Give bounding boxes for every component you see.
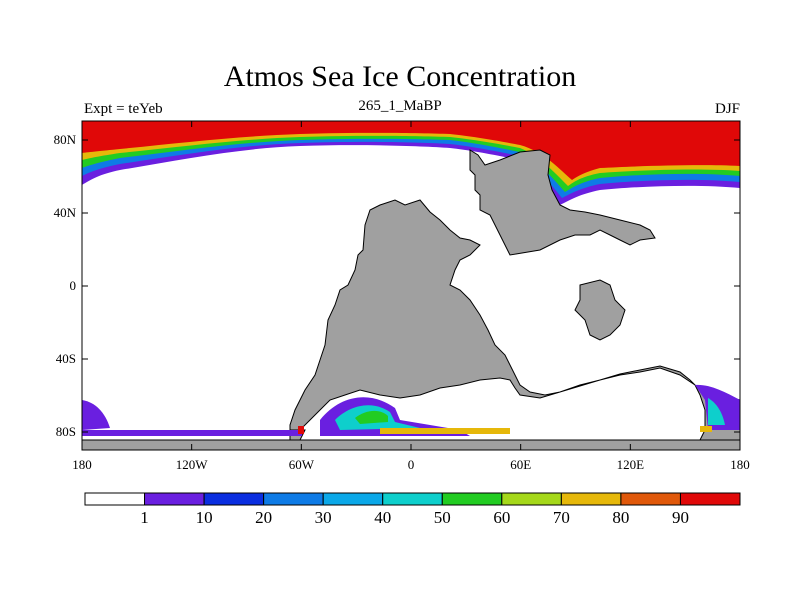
- colorbar-label: 90: [672, 508, 689, 527]
- colorbar-swatch: [84, 492, 146, 506]
- y-tick-label: 80S: [56, 424, 76, 439]
- y-tick-label: 40N: [54, 205, 77, 220]
- colorbar-label: 1: [140, 508, 149, 527]
- y-axis: 80N 40N 0 40S 80S: [54, 132, 740, 439]
- x-axis: 180 120W 60W 0 60E 120E 180: [72, 121, 750, 472]
- colorbar-label: 50: [434, 508, 451, 527]
- y-tick-label: 40S: [56, 351, 76, 366]
- land-island-small: [574, 279, 626, 341]
- x-tick-label: 0: [408, 457, 415, 472]
- colorbar-swatch: [679, 492, 741, 506]
- y-tick-label: 80N: [54, 132, 77, 147]
- colorbar-label: 20: [255, 508, 272, 527]
- run-label: 265_1_MaBP: [358, 98, 442, 114]
- x-tick-label: 120W: [176, 457, 209, 472]
- colorbar-swatch: [263, 492, 324, 506]
- colorbar-label: 30: [315, 508, 332, 527]
- y-tick-label: 0: [70, 278, 77, 293]
- colorbar-swatch: [322, 492, 384, 506]
- continent-americas-africa: [82, 149, 740, 450]
- colorbar-label: 60: [493, 508, 510, 527]
- weddell-ice-yellow: [380, 428, 510, 434]
- season-label: DJF: [714, 101, 740, 117]
- colorbar-swatch: [203, 492, 265, 506]
- colorbar-label: 80: [612, 508, 629, 527]
- pacific-ice-east-yellow: [700, 426, 712, 432]
- colorbar-swatch: [144, 492, 205, 506]
- colorbar-swatch: [441, 492, 503, 506]
- x-tick-label: 180: [730, 457, 750, 472]
- weddell-ice-green: [355, 410, 388, 424]
- experiment-label: Expt = teYeb: [84, 101, 163, 117]
- antarctic-ice: [82, 384, 740, 436]
- arctic-ice-red: [82, 121, 740, 180]
- colorbar-swatch: [382, 492, 443, 506]
- colorbar-legend: 1 10 20 30 40 50 60 70 80 90: [84, 492, 741, 527]
- colorbar-swatch: [560, 492, 622, 506]
- southern-ice-west-purple: [82, 400, 110, 430]
- map-plot-area: [82, 121, 740, 450]
- colorbar-label: 70: [553, 508, 570, 527]
- weddell-ice-red-spot: [298, 426, 304, 434]
- x-tick-label: 180: [72, 457, 92, 472]
- x-tick-label: 120E: [617, 457, 645, 472]
- x-tick-label: 60W: [289, 457, 315, 472]
- colorbar-label: 10: [196, 508, 213, 527]
- southern-ice-strip-purple: [82, 430, 302, 436]
- colorbar-label: 40: [374, 508, 391, 527]
- colorbar-swatch: [620, 492, 681, 506]
- pacific-ice-east-cyan: [708, 398, 725, 425]
- plot-title: Atmos Sea Ice Concentration: [223, 60, 577, 93]
- x-tick-label: 60E: [510, 457, 531, 472]
- colorbar-swatch: [501, 492, 562, 506]
